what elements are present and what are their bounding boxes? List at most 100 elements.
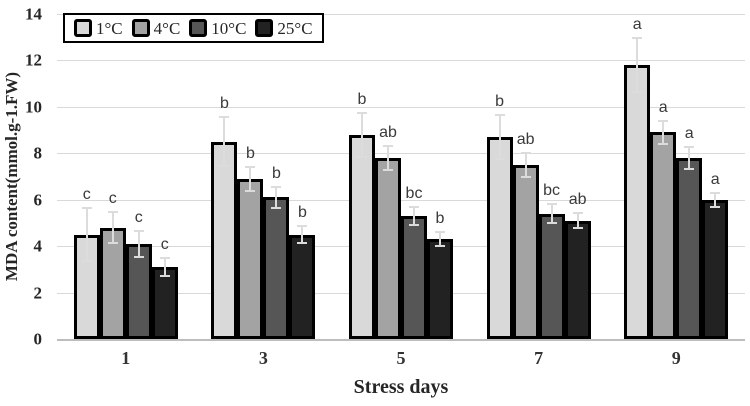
significance-letter: a — [710, 170, 720, 188]
error-bar — [520, 152, 531, 178]
x-axis: 1 3 5 7 9 — [57, 349, 745, 373]
legend-item: 1°C — [74, 19, 123, 37]
bar — [624, 65, 651, 339]
bar — [676, 157, 703, 339]
error-bar-stem — [498, 113, 501, 161]
gridline — [57, 199, 745, 201]
error-bar — [409, 205, 419, 227]
x-tick-label: 9 — [671, 348, 681, 368]
y-tick-label: 0 — [33, 329, 43, 349]
legend: 1°C 4°C 10°C 25°C — [63, 13, 324, 43]
error-bar-cap — [684, 146, 695, 149]
legend-item: 25°C — [255, 18, 313, 38]
error-bar-cap — [435, 245, 445, 248]
error-bar-cap — [271, 185, 282, 188]
bar — [151, 267, 178, 339]
error-bar-cap — [81, 206, 92, 209]
error-bar-cap — [219, 165, 230, 168]
error-bar-stem — [413, 205, 415, 227]
error-bar-cap — [520, 152, 531, 155]
error-bar-cap — [107, 241, 118, 244]
error-bar-cap — [297, 225, 308, 228]
error-bar — [133, 229, 144, 258]
bar — [702, 199, 729, 339]
error-bar — [572, 212, 583, 229]
error-bar — [219, 116, 230, 168]
legend-swatch — [131, 19, 150, 37]
error-bar-cap — [409, 224, 419, 227]
bar — [211, 141, 238, 339]
legend-item: 4°C — [131, 18, 181, 38]
gridline — [57, 106, 745, 108]
significance-letter: c — [108, 190, 117, 208]
plot-area: 1°C 4°C 10°C 25°C c c c c b b b b b ab bc b b ab bc ab a a a a — [57, 13, 745, 341]
error-bar-cap — [245, 189, 256, 192]
error-bar — [107, 211, 118, 244]
gridline — [57, 60, 745, 62]
x-axis-line — [57, 339, 745, 341]
y-tick-label: 12 — [25, 50, 42, 70]
error-bar-cap — [357, 155, 367, 158]
bar — [538, 213, 565, 339]
y-tick-label: 4 — [33, 236, 43, 256]
legend-label: 25°C — [277, 18, 313, 38]
error-bar — [632, 37, 643, 93]
significance-letter: a — [632, 16, 642, 34]
error-bar-cap — [684, 167, 695, 170]
bar — [125, 243, 152, 339]
bar — [237, 178, 264, 339]
error-bar-cap — [383, 168, 393, 171]
error-bar-stem — [111, 211, 114, 244]
error-bar-stem — [439, 231, 441, 248]
gridline — [57, 153, 745, 155]
error-bar-cap — [297, 241, 308, 244]
legend-label: 1°C — [96, 18, 123, 38]
error-bar — [684, 146, 695, 170]
legend-label: 10°C — [211, 18, 247, 38]
error-bar-stem — [576, 212, 579, 229]
error-bar — [297, 225, 308, 244]
error-bar-stem — [662, 119, 665, 146]
error-bar-cap — [357, 111, 367, 114]
error-bar-cap — [710, 205, 721, 208]
bar — [512, 164, 539, 339]
bar — [401, 215, 427, 339]
error-bar-cap — [632, 37, 643, 40]
error-bar — [658, 119, 669, 146]
error-bar — [271, 185, 282, 209]
significance-letter: b — [219, 95, 229, 113]
bar — [349, 134, 375, 339]
x-tick-label: 5 — [396, 348, 406, 368]
significance-letter: b — [271, 164, 281, 182]
bar — [650, 132, 677, 339]
gridline — [57, 14, 745, 15]
error-bar — [435, 231, 445, 248]
error-bar-cap — [159, 275, 170, 278]
error-bar-stem — [550, 203, 553, 225]
bar — [375, 157, 401, 339]
error-bar-cap — [159, 256, 170, 259]
error-bar-cap — [632, 90, 643, 93]
error-bar-cap — [409, 205, 419, 208]
y-tick-label: 2 — [33, 283, 43, 303]
error-bar-stem — [275, 185, 278, 209]
error-bar-cap — [81, 260, 92, 263]
y-tick-label: 6 — [33, 190, 43, 210]
error-bar-cap — [435, 231, 445, 234]
legend-label: 4°C — [153, 18, 181, 38]
error-bar-cap — [133, 229, 144, 232]
significance-letter: c — [160, 235, 169, 253]
legend-swatch — [255, 19, 274, 37]
significance-letter: ab — [516, 131, 535, 149]
error-bar — [81, 206, 92, 263]
error-bar-cap — [133, 255, 144, 258]
x-tick-label: 3 — [258, 348, 268, 368]
bar — [427, 239, 453, 339]
legend-swatch — [189, 19, 208, 37]
significance-letter: a — [684, 125, 694, 143]
error-bar — [383, 145, 393, 171]
error-bar-cap — [710, 191, 721, 194]
error-bar-cap — [520, 175, 531, 178]
error-bar-cap — [658, 119, 669, 122]
error-bar-cap — [658, 143, 669, 146]
